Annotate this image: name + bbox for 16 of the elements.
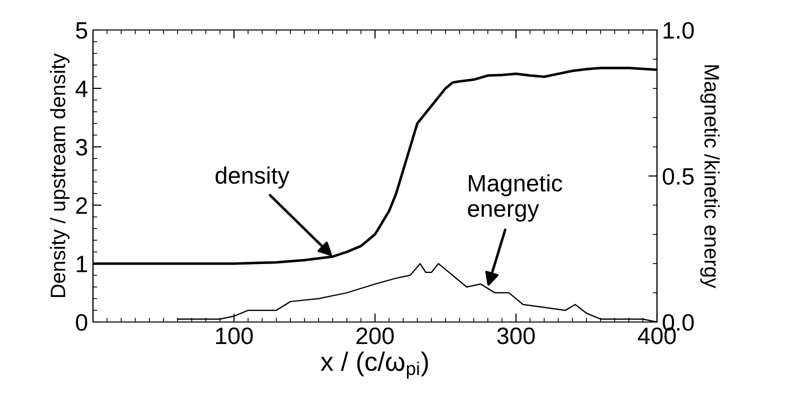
y-tick-label: 0	[76, 314, 88, 331]
x-tick-label: 200	[356, 327, 394, 344]
x-axis-title: x / (c/ω$_{pi}$)	[320, 352, 428, 379]
annotation: density	[216, 166, 290, 189]
y-tick-label: 3	[76, 138, 88, 156]
y-tick-label: 1	[76, 256, 87, 272]
y-tick-label: 2	[76, 197, 87, 214]
annotation: Magnetic energy	[468, 174, 562, 222]
x-tick-label: 300	[497, 327, 535, 344]
x-tick-label: 100	[216, 327, 253, 344]
y2-axis-title: Magnetic /kinetic energy	[700, 65, 720, 288]
y-axis-title: Density / upstream density	[50, 53, 70, 298]
y-tick-label: 5	[76, 22, 88, 39]
y-tick-label: 4	[76, 80, 88, 97]
y2-tick-label: 0.5	[662, 168, 694, 185]
y2-tick-label: 1.0	[664, 22, 694, 39]
